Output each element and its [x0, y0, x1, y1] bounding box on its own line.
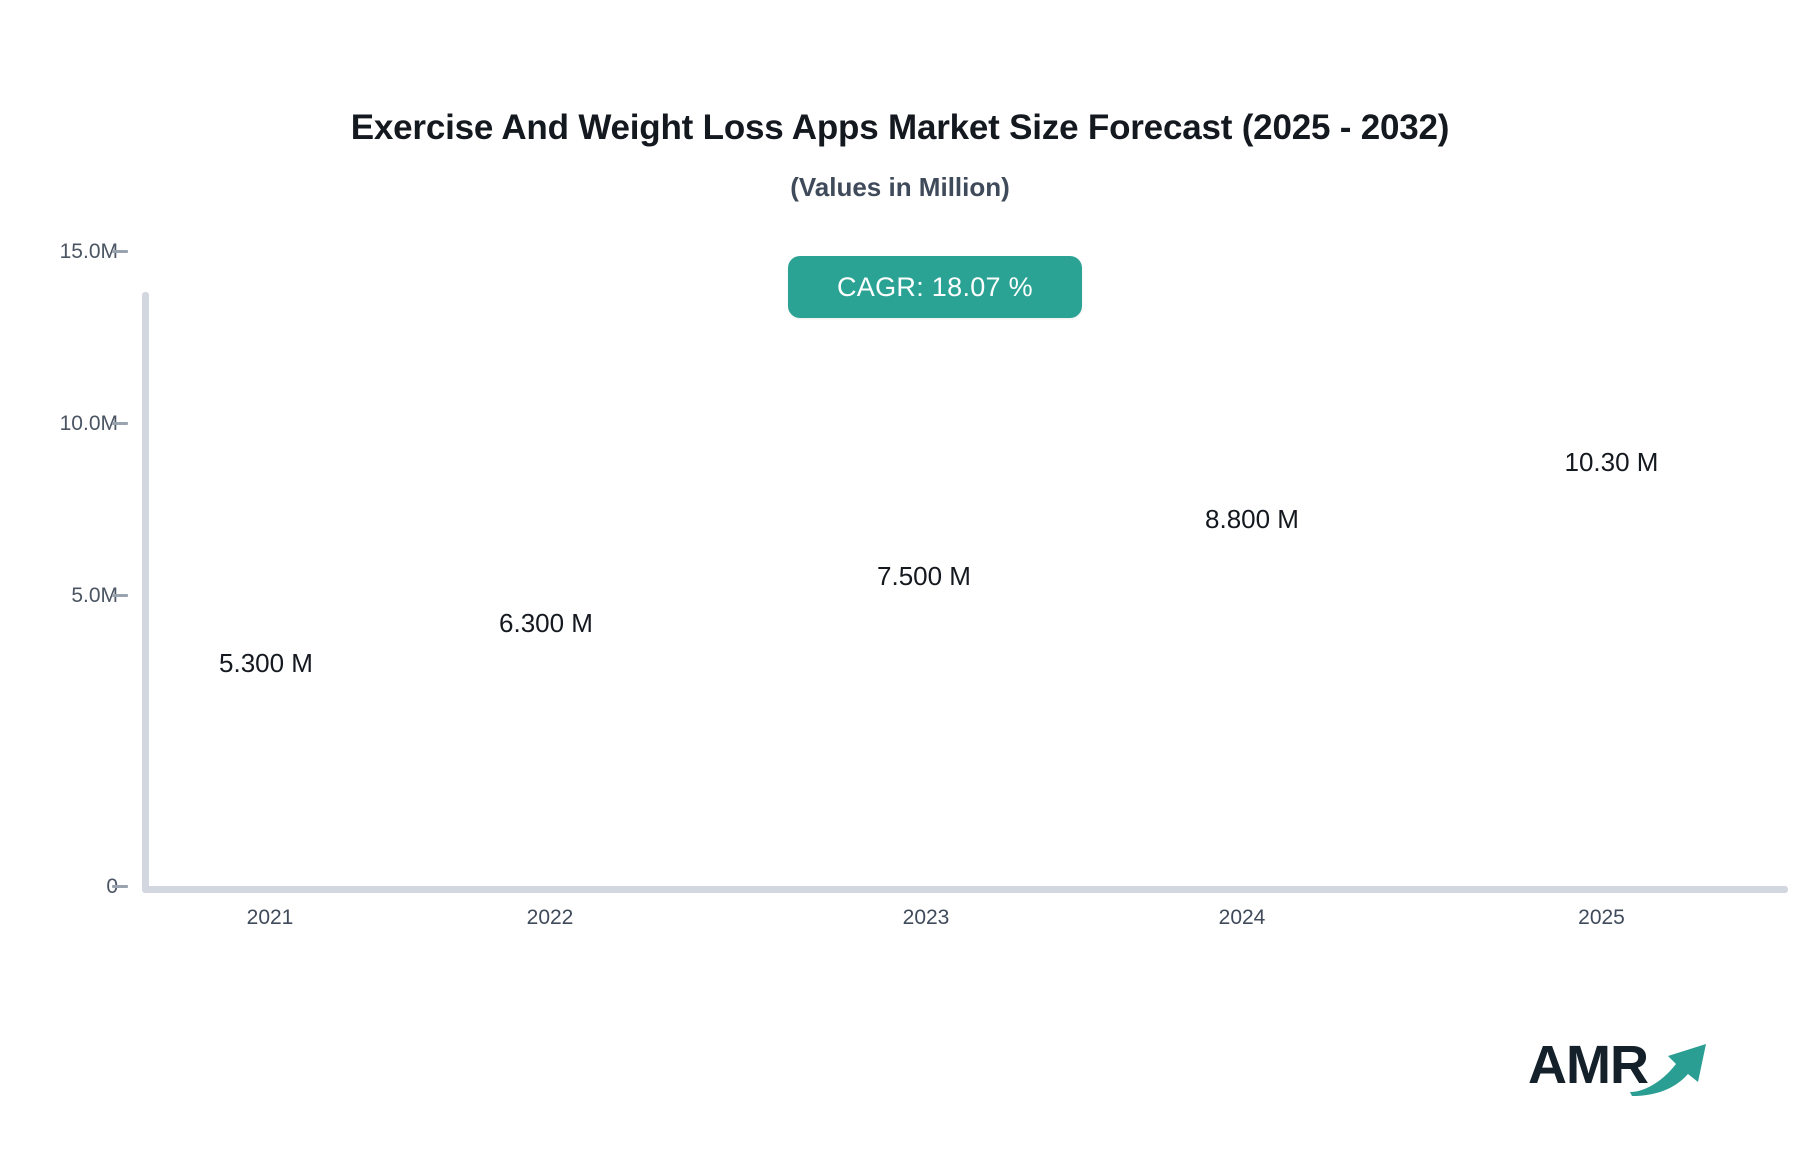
y-tick-dash-10 — [112, 422, 128, 425]
y-tick-dash-0 — [112, 885, 128, 888]
y-tick-dash-15 — [112, 250, 128, 253]
page-title: Exercise And Weight Loss Apps Market Siz… — [350, 108, 1450, 147]
bar-value-label-2024: 8.800 M — [1205, 504, 1299, 534]
y-tick-label-10: 10.0M — [59, 412, 118, 435]
x-tick-label-2024: 2024 — [1218, 906, 1266, 929]
bar-value-label-2025: 10.30 M — [1564, 447, 1659, 477]
bar-value-label-2021: 5.300 M — [219, 648, 313, 678]
x-tick-label-2025: 2025 — [1578, 906, 1625, 929]
x-tick-label-2022: 2022 — [526, 906, 574, 929]
y-tick-label-15: 15.0M — [59, 240, 118, 263]
cagr-badge: CAGR: 18.07 % — [788, 256, 1082, 318]
amr-logo: AMR — [1528, 1030, 1708, 1098]
x-tick-label-2021: 2021 — [246, 906, 294, 929]
chart-subtitle: (Values in Million) — [790, 172, 1010, 202]
bar-value-label-2022: 6.300 M — [499, 608, 593, 638]
bar-value-label-2023: 7.500 M — [877, 561, 971, 591]
y-tick-label-0: 0 — [8, 875, 118, 899]
y-tick-label-5: 5.0M — [71, 584, 118, 607]
y-axis-line — [142, 292, 149, 892]
growth-arrow-icon — [1630, 1044, 1706, 1096]
amr-logo-text: AMR — [1528, 1035, 1649, 1095]
cagr-badge-label: CAGR: 18.07 % — [837, 271, 1033, 302]
y-tick-dash-5 — [112, 594, 128, 597]
x-axis-line — [142, 886, 1788, 893]
x-tick-label-2023: 2023 — [902, 906, 950, 929]
